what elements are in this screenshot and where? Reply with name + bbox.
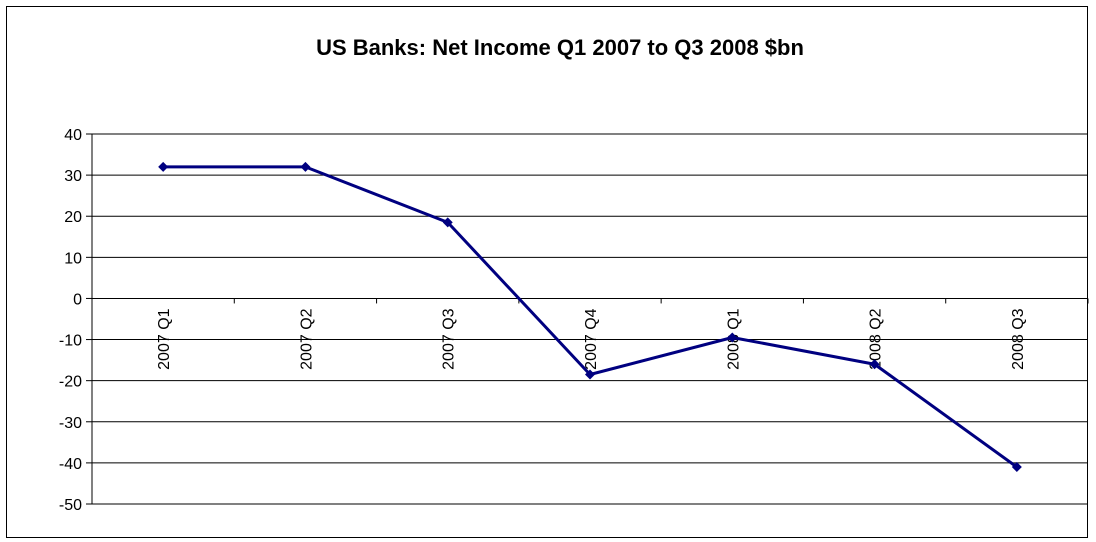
y-tick-label: -20 [59, 374, 82, 391]
y-tick-label: 10 [64, 250, 82, 267]
data-point-marker [727, 332, 738, 343]
x-tick-label: 2008 Q2 [868, 308, 885, 369]
y-tick-label: 40 [64, 127, 82, 144]
series-markers [158, 161, 1022, 472]
y-tick-label: -30 [59, 415, 82, 432]
chart-frame [6, 6, 1088, 538]
x-tick-label: 2007 Q2 [298, 308, 315, 369]
data-point-marker [1011, 462, 1022, 472]
data-point-marker [158, 161, 169, 172]
y-axis-ticks: 40 30 20 10 0 -10 -20 -30 -40 -50 [59, 127, 92, 514]
y-tick-label: 20 [64, 209, 82, 226]
gridlines [92, 133, 1088, 505]
y-tick-label: -40 [59, 456, 82, 473]
x-tick-label: 2008 Q3 [1010, 308, 1027, 369]
data-point-marker [442, 217, 453, 228]
y-tick-label: 0 [73, 291, 82, 308]
y-tick-label: -50 [59, 497, 82, 514]
x-tick-label: 2007 Q1 [156, 308, 173, 369]
y-tick-label: 30 [64, 168, 82, 185]
data-point-marker [585, 369, 595, 380]
chart-title: US Banks: Net Income Q1 2007 to Q3 2008 … [316, 35, 804, 60]
x-tick-label: 2007 Q3 [441, 308, 458, 369]
data-point-marker [300, 161, 311, 172]
x-tick-label: 2007 Q4 [583, 308, 600, 369]
y-tick-label: -10 [59, 333, 82, 350]
data-point-marker [869, 359, 880, 370]
x-axis [91, 134, 1089, 504]
